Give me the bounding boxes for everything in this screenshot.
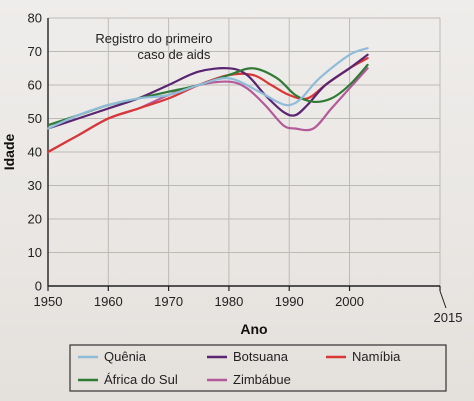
- x-tick-leader: [439, 290, 447, 309]
- series-line-quenia: [46, 47, 369, 130]
- x-tick-label: 1950: [34, 294, 63, 309]
- x-tick-label: 1970: [154, 294, 183, 309]
- y-tick-label: 80: [28, 11, 42, 26]
- legend-label-namibia: Namíbia: [352, 349, 401, 364]
- series-line-namibia: [46, 57, 369, 154]
- y-tick-label: 20: [28, 212, 42, 227]
- axes: 0 10 20 30 40 50 60 70 80 1950 1960 1970 1980 1990 200…: [28, 11, 463, 326]
- y-tick-label: 30: [28, 178, 42, 193]
- x-axis-title: Ano: [240, 321, 267, 337]
- x-tick-label: 1960: [94, 294, 123, 309]
- annotation-line-2: caso de aids: [137, 47, 210, 62]
- legend: Quênia Botsuana Namíbia África do Sul Zimbáb…: [69, 344, 447, 392]
- legend-label-zimbabue: Zimbábue: [233, 372, 291, 387]
- x-tick-label: 2000: [335, 294, 364, 309]
- series-lines: [46, 47, 369, 154]
- y-tick-label: 10: [28, 245, 42, 260]
- series-line-botsuana: [46, 53, 369, 130]
- y-tick-label: 0: [35, 279, 42, 294]
- legend-label-africa-do-sul: África do Sul: [104, 372, 178, 387]
- y-tick-label: 70: [28, 44, 42, 59]
- x-tick-label: 1980: [214, 294, 243, 309]
- legend-box: [69, 344, 447, 392]
- legend-label-botsuana: Botsuana: [233, 349, 289, 364]
- grid: [48, 17, 441, 286]
- annotation: Registro do primeiro caso de aids: [95, 31, 212, 62]
- y-axis-title: Idade: [1, 134, 17, 171]
- x-tick-label: 1990: [275, 294, 304, 309]
- x-tick-label: 2015: [434, 310, 463, 325]
- series-line-africa-do-sul: [46, 63, 369, 127]
- annotation-line-1: Registro do primeiro: [95, 31, 212, 46]
- y-tick-label: 50: [28, 111, 42, 126]
- y-tick-label: 60: [28, 78, 42, 93]
- y-tick-label: 40: [28, 145, 42, 160]
- legend-label-quenia: Quênia: [104, 349, 147, 364]
